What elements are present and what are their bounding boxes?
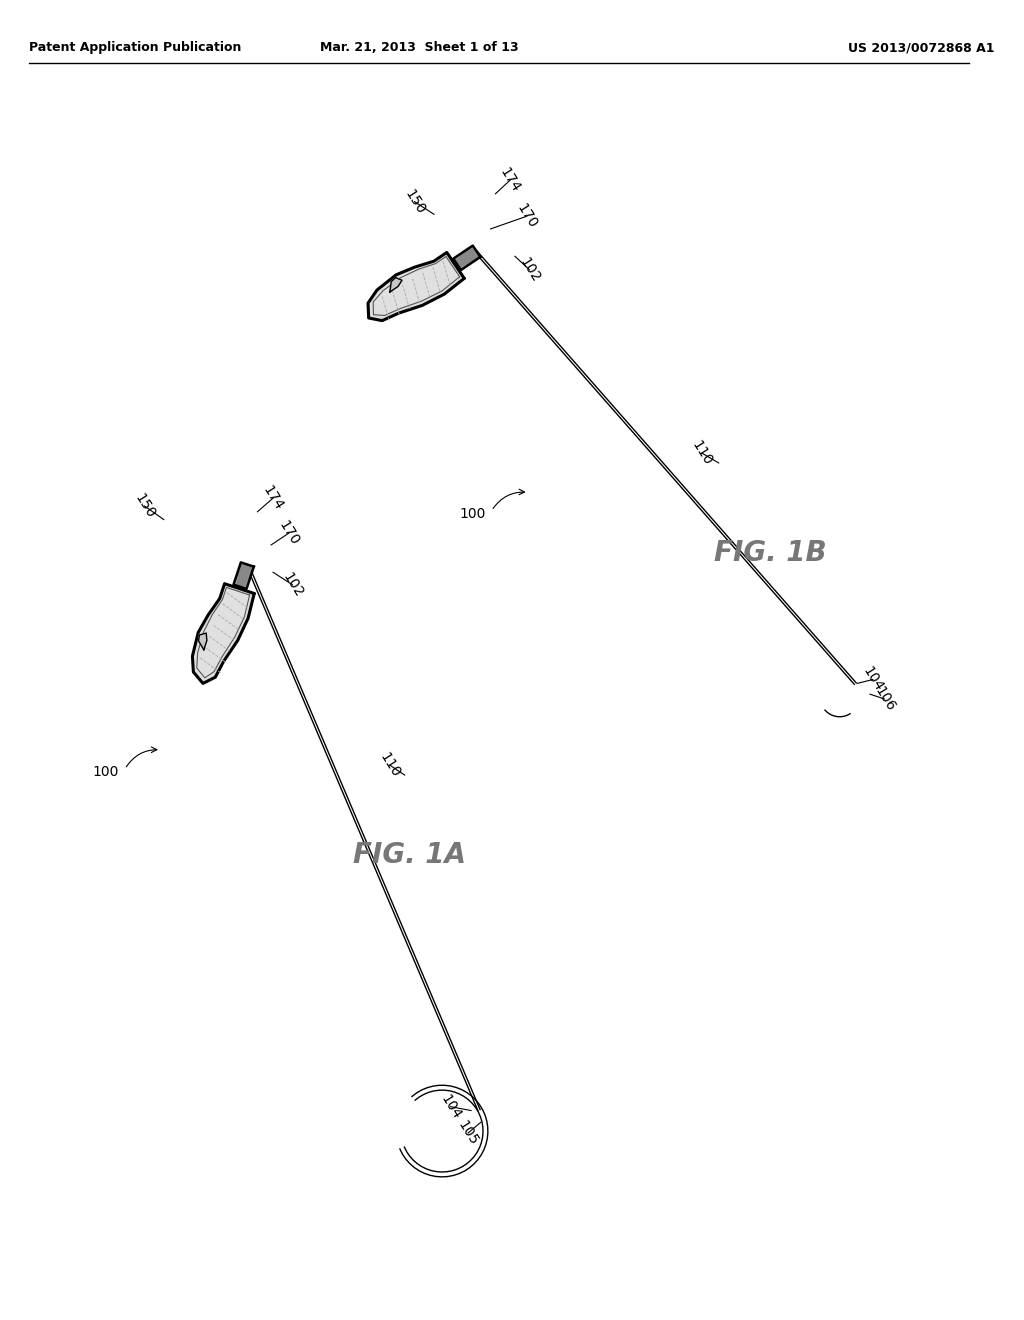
Polygon shape	[199, 634, 207, 649]
Text: 170: 170	[514, 202, 540, 231]
Text: 104: 104	[437, 1092, 464, 1122]
Text: Mar. 21, 2013  Sheet 1 of 13: Mar. 21, 2013 Sheet 1 of 13	[321, 41, 519, 54]
Text: FIG. 1A: FIG. 1A	[353, 841, 466, 869]
Text: 174: 174	[260, 483, 286, 513]
Text: 105: 105	[456, 1118, 481, 1148]
Polygon shape	[193, 583, 254, 684]
Text: 170: 170	[275, 519, 302, 548]
Polygon shape	[454, 246, 480, 271]
Polygon shape	[237, 565, 252, 586]
Text: 104: 104	[860, 664, 886, 694]
Text: 110: 110	[689, 438, 715, 469]
Polygon shape	[233, 562, 254, 589]
Text: 100: 100	[460, 507, 485, 520]
Text: Patent Application Publication: Patent Application Publication	[30, 41, 242, 54]
Text: FIG. 1B: FIG. 1B	[714, 539, 826, 566]
Text: 102: 102	[280, 570, 305, 599]
Text: US 2013/0072868 A1: US 2013/0072868 A1	[849, 41, 995, 54]
Polygon shape	[390, 277, 402, 292]
Text: 106: 106	[871, 684, 897, 714]
Text: 150: 150	[401, 186, 427, 216]
Polygon shape	[368, 252, 464, 321]
Text: 110: 110	[377, 750, 403, 780]
Text: 150: 150	[131, 491, 158, 521]
Polygon shape	[457, 247, 478, 267]
Text: 174: 174	[497, 165, 523, 195]
Text: 102: 102	[517, 255, 543, 285]
Text: 100: 100	[92, 766, 119, 779]
